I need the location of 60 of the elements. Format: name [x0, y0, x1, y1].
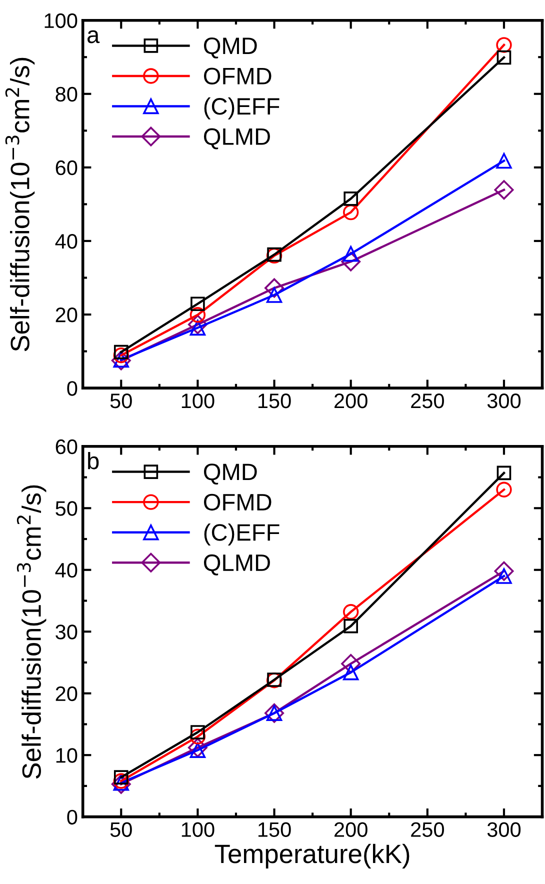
y-tick-label: 30 — [56, 624, 78, 640]
point — [190, 296, 205, 312]
y-tick-label: 40 — [55, 562, 78, 578]
legend-label: OFMD — [204, 494, 272, 511]
point — [190, 728, 206, 744]
point — [190, 725, 205, 740]
x-tick-label: 150 — [258, 393, 291, 408]
point — [494, 561, 514, 581]
legend-label: QMD — [204, 37, 257, 58]
x-tick-label: 300 — [487, 822, 521, 837]
x-tick-label: 300 — [487, 393, 521, 408]
y-tick-label: 60 — [56, 160, 78, 176]
x-axis-title: Temperature(kK) — [214, 844, 410, 868]
y-tick-label: 0 — [67, 381, 78, 396]
point — [342, 664, 359, 680]
x-tick-label: 250 — [411, 822, 444, 837]
x-tick-label: 50 — [110, 822, 132, 837]
legend-label: (C)EFF — [204, 523, 280, 546]
point — [496, 50, 512, 65]
point — [188, 738, 208, 758]
y-tick-label: 100 — [44, 13, 78, 28]
y-tick-label: 40 — [55, 234, 78, 249]
point — [496, 152, 512, 169]
point — [264, 278, 284, 298]
x-tick-label: 200 — [334, 822, 368, 837]
y-tick-label: 10 — [56, 748, 78, 763]
y-tick-label: 50 — [56, 501, 78, 516]
legend-label: QLMD — [204, 128, 270, 150]
y-tick-label: 20 — [56, 308, 78, 322]
legend-label: OFMD — [204, 68, 272, 84]
y-axis-title: Self-diffusion(10$^{−3}$cm$^{2}$/s) — [16, 485, 46, 779]
x-tick-label: 150 — [258, 822, 291, 837]
y-tick-label: 80 — [56, 86, 78, 102]
y-tick-label: 60 — [56, 439, 78, 454]
x-tick-label: 100 — [182, 393, 214, 408]
x-tick-label: 200 — [334, 393, 368, 408]
point — [342, 604, 359, 620]
legend-label: QLMD — [204, 554, 270, 576]
point — [341, 654, 361, 674]
y-axis-title: Self-diffusion(10$^{−3}$cm$^{2}$/s) — [5, 58, 35, 352]
point — [496, 37, 512, 53]
point — [344, 618, 358, 634]
point — [190, 307, 206, 323]
x-tick-label: 100 — [182, 822, 214, 837]
point — [494, 180, 514, 200]
x-tick-label: 250 — [411, 393, 444, 408]
x-tick-label: 50 — [110, 393, 132, 408]
annotation: b — [88, 452, 99, 470]
annotation: a — [88, 30, 100, 44]
point — [342, 204, 359, 220]
point — [341, 252, 361, 272]
y-tick-label: 0 — [67, 810, 78, 825]
legend-label: QMD — [204, 464, 257, 485]
point — [496, 466, 512, 480]
point — [344, 192, 358, 206]
point — [496, 482, 512, 498]
point — [188, 314, 208, 334]
y-tick-label: 20 — [56, 686, 78, 702]
legend-label: (C)EFF — [204, 97, 280, 120]
point — [114, 344, 128, 360]
